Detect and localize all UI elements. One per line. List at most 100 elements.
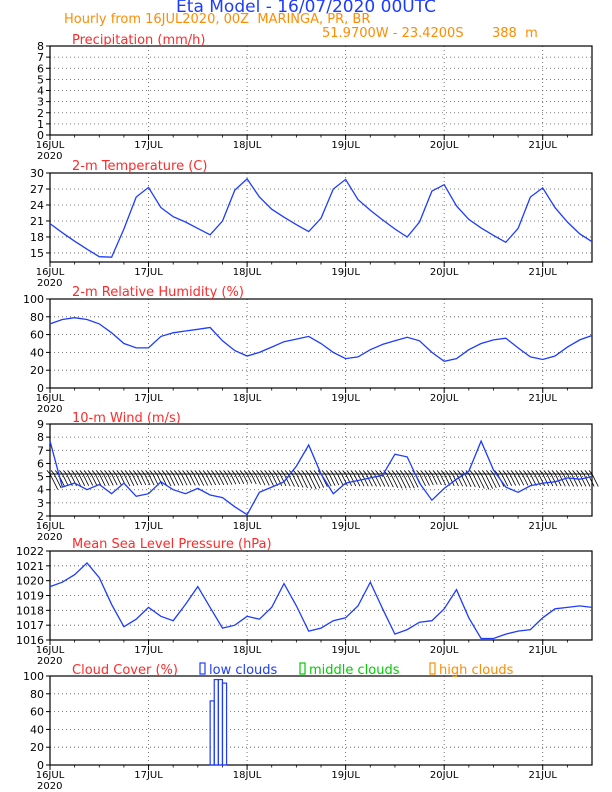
wind-barb bbox=[234, 473, 241, 485]
wind-barb-flag bbox=[87, 470, 92, 475]
wind-barb bbox=[263, 473, 270, 486]
wind-barb-flag bbox=[477, 470, 482, 475]
wind-barb bbox=[439, 473, 447, 486]
location-subtitle: Hourly from 16JUL2020, 00Z MARINGA, PR, … bbox=[64, 12, 371, 27]
legend-label: low clouds bbox=[209, 663, 278, 678]
wind-barb-flag bbox=[440, 470, 445, 475]
wind-barb bbox=[443, 473, 451, 486]
wind-barb bbox=[538, 473, 545, 487]
x-tick-label: 19JUL bbox=[331, 267, 360, 278]
wind-barb-flag bbox=[576, 470, 580, 475]
y-tick-label: 1021 bbox=[16, 560, 44, 573]
wind-barb bbox=[349, 473, 357, 487]
x-tick-label: 17JUL bbox=[134, 393, 163, 404]
x-tick-label: 18JUL bbox=[233, 521, 262, 532]
wind-barb-flag bbox=[95, 470, 100, 475]
wind-barb-flag bbox=[198, 470, 203, 475]
wind-barb-flag bbox=[251, 470, 256, 475]
wind-barb-flag bbox=[190, 470, 195, 475]
wind-barb-flag bbox=[551, 470, 556, 475]
wind-barb-flag bbox=[264, 470, 268, 475]
wind-barb bbox=[230, 473, 237, 485]
wind-barb bbox=[410, 473, 419, 488]
coordinates-label: 51.9700W - 23.4200S bbox=[322, 26, 464, 41]
y-tick-label: 0 bbox=[37, 129, 44, 142]
wind-barb-flag bbox=[330, 470, 334, 475]
wind-barb-flag bbox=[153, 470, 158, 475]
wind-barb bbox=[135, 473, 143, 486]
y-tick-label: 7 bbox=[37, 51, 44, 64]
wind-barb bbox=[193, 473, 200, 486]
legend-swatch bbox=[429, 662, 436, 675]
wind-barb-flag bbox=[498, 470, 502, 475]
wind-barb bbox=[205, 473, 213, 486]
wind-barb bbox=[554, 473, 562, 487]
wind-barb bbox=[250, 473, 257, 485]
wind-barb-flag bbox=[178, 470, 182, 475]
y-tick-label: 40 bbox=[30, 346, 44, 359]
x-tick-label: 19JUL bbox=[331, 140, 360, 151]
panel-title-rh: 2-m Relative Humidity (%) bbox=[72, 285, 244, 300]
wind-barb-flag bbox=[256, 470, 260, 475]
wind-barb-flag bbox=[510, 470, 515, 475]
panel-title-temp: 2-m Temperature (C) bbox=[72, 159, 207, 174]
y-tick-label: 1022 bbox=[16, 545, 44, 558]
wind-barb bbox=[156, 473, 164, 486]
wind-barb bbox=[386, 473, 394, 488]
y-tick-label: 0 bbox=[37, 759, 44, 772]
wind-barb bbox=[530, 473, 537, 486]
wind-barb bbox=[332, 473, 340, 486]
wind-barb-flag bbox=[161, 470, 166, 475]
wind-barb bbox=[53, 473, 62, 489]
wind-barb bbox=[152, 473, 159, 486]
wind-barb bbox=[353, 473, 361, 487]
legend-swatch bbox=[199, 662, 206, 675]
wind-barb bbox=[546, 473, 554, 487]
wind-barb-flag bbox=[71, 470, 75, 475]
wind-barb bbox=[144, 473, 151, 486]
wind-barb bbox=[324, 473, 332, 487]
wind-barb-flag bbox=[91, 470, 96, 475]
wind-barb-flag bbox=[502, 470, 507, 475]
wind-barb-flag bbox=[457, 470, 461, 475]
wind-barb bbox=[107, 473, 114, 486]
x-tick-label: 21JUL bbox=[528, 140, 557, 151]
x-tick-label: 19JUL bbox=[331, 645, 360, 656]
wind-barb bbox=[94, 473, 102, 486]
wind-barb-flag bbox=[399, 470, 404, 475]
wind-barb-flag bbox=[54, 470, 59, 475]
wind-barb bbox=[575, 473, 583, 487]
y-tick-label: 100 bbox=[23, 293, 44, 306]
wind-barb bbox=[480, 473, 490, 490]
legend-label: middle clouds bbox=[309, 663, 400, 678]
x-tick-label: 19JUL bbox=[331, 393, 360, 404]
wind-barb bbox=[501, 473, 509, 487]
wind-barb bbox=[402, 473, 411, 489]
wind-barb-flag bbox=[325, 470, 330, 475]
wind-barb bbox=[513, 473, 521, 486]
y-tick-label: 20 bbox=[30, 364, 44, 377]
wind-barb-flag bbox=[108, 470, 112, 475]
wind-barb bbox=[148, 473, 155, 486]
wind-barb bbox=[587, 473, 595, 487]
wind-barb bbox=[484, 473, 493, 489]
x-tick-label: 18JUL bbox=[233, 267, 262, 278]
x-tick-label: 16JUL bbox=[36, 393, 65, 404]
legend-label: high clouds bbox=[439, 663, 514, 678]
wind-barb bbox=[217, 473, 225, 486]
x-tick-label: 16JUL bbox=[36, 770, 65, 781]
wind-barb bbox=[279, 473, 287, 487]
wind-barb-flag bbox=[235, 470, 240, 475]
panel-title-cloud: Cloud Cover (%) bbox=[72, 663, 178, 678]
wind-barb bbox=[562, 473, 570, 487]
wind-barb-flag bbox=[486, 470, 490, 475]
wind-barb bbox=[131, 473, 139, 486]
wind-barb bbox=[509, 473, 517, 486]
cloud-bar bbox=[221, 682, 228, 766]
wind-barb bbox=[337, 473, 344, 486]
y-tick-label: 18 bbox=[30, 231, 44, 244]
wind-barb-flag bbox=[522, 470, 527, 475]
wind-barb-flag bbox=[116, 470, 121, 475]
y-tick-label: 100 bbox=[23, 670, 44, 683]
x-tick-label: 18JUL bbox=[233, 393, 262, 404]
